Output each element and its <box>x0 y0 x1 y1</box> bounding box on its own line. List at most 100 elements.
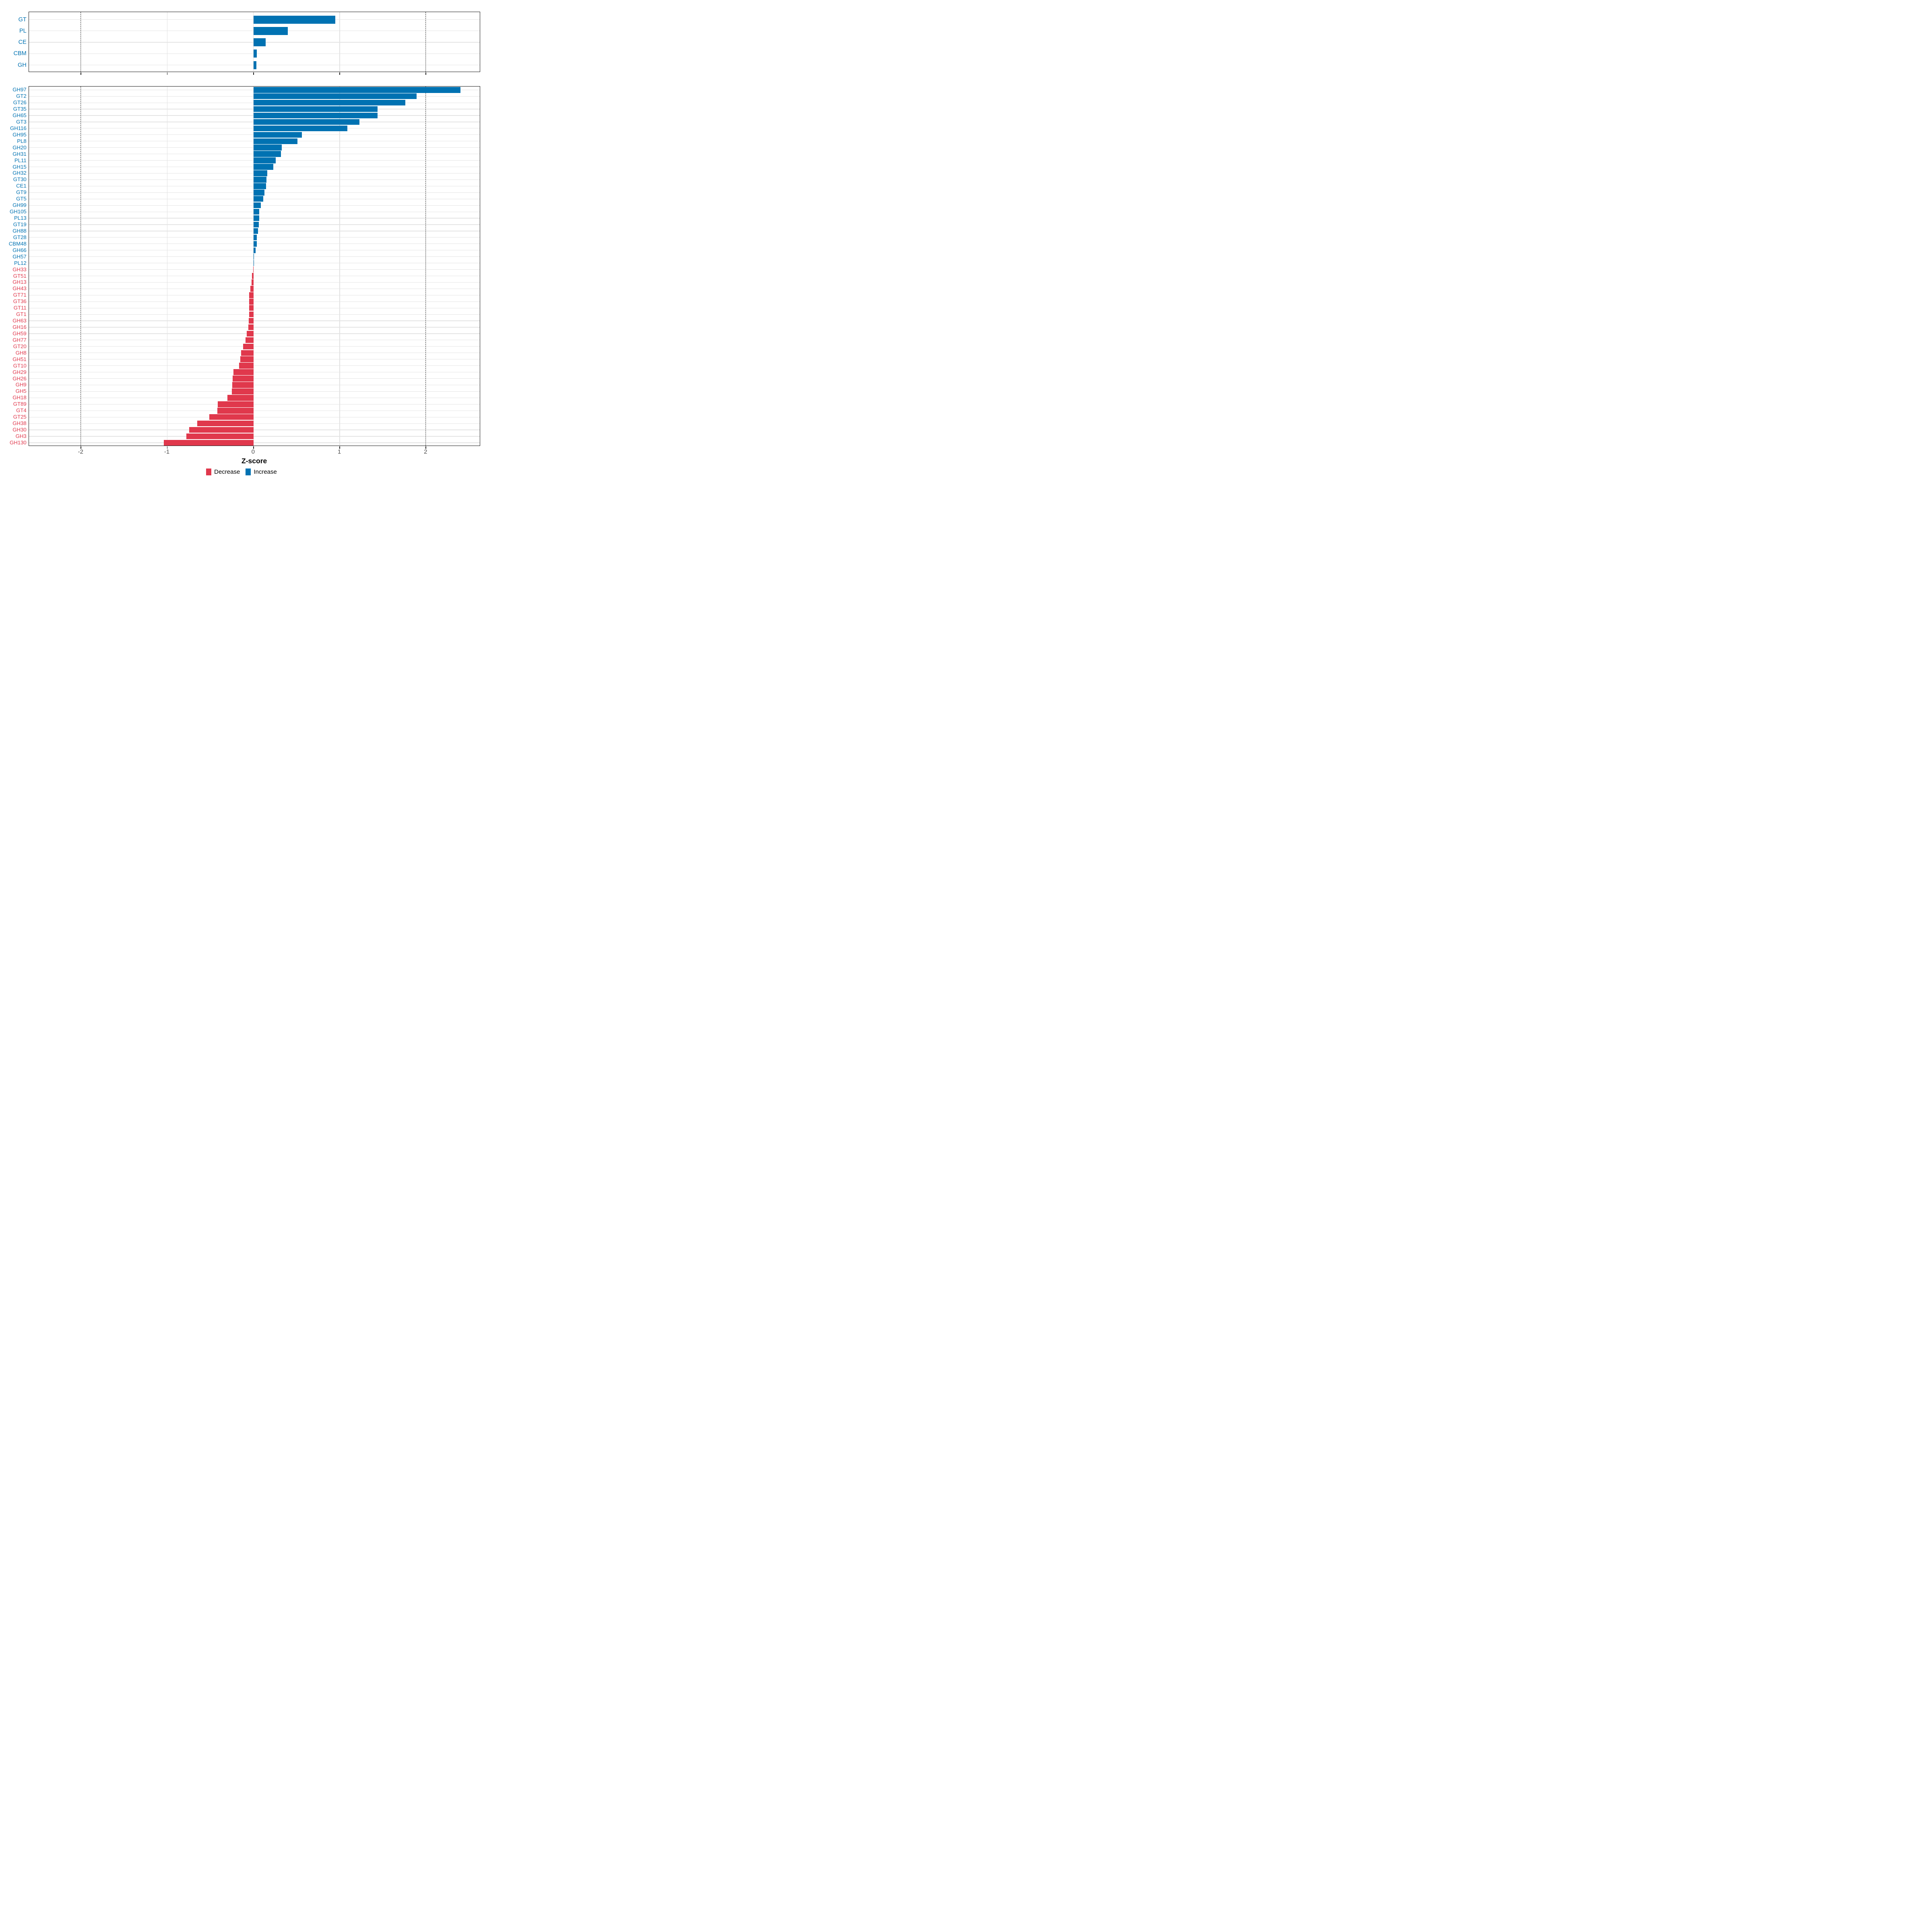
gridline <box>29 378 480 379</box>
category-label: PL <box>19 27 27 34</box>
bar <box>243 343 254 350</box>
bar <box>240 356 254 362</box>
axis-tick <box>425 446 427 449</box>
category-label: GH63 <box>12 318 27 324</box>
category-label: GH32 <box>12 170 27 176</box>
category-label: CBM <box>13 50 27 57</box>
bar <box>253 247 256 253</box>
axis-tick <box>80 446 82 449</box>
bar <box>217 408 254 414</box>
category-label: GH97 <box>12 87 27 93</box>
gridline <box>253 12 254 72</box>
category-label: GH3 <box>15 433 27 439</box>
category-label: GH9 <box>15 382 27 388</box>
bar <box>245 337 254 343</box>
category-label: GT10 <box>13 362 27 369</box>
gridline <box>29 429 480 430</box>
gridline <box>339 86 340 446</box>
category-label: GT35 <box>13 106 27 112</box>
category-label: GT36 <box>13 298 27 305</box>
bar <box>186 433 254 440</box>
bar <box>239 363 254 369</box>
x-tick-label: 0 <box>251 448 255 455</box>
bar <box>253 61 256 69</box>
bar <box>253 106 378 112</box>
bar <box>253 87 460 93</box>
category-label: GH20 <box>12 144 27 151</box>
bar <box>227 395 254 401</box>
bar <box>253 190 264 196</box>
gridline <box>29 269 480 270</box>
axis-tick <box>253 72 254 75</box>
category-label: GT30 <box>13 176 27 183</box>
gridline <box>29 301 480 302</box>
x-tick-label: -2 <box>78 448 83 455</box>
axis-tick <box>339 72 340 75</box>
category-label: GH18 <box>12 394 27 401</box>
gridline <box>253 86 254 446</box>
gridline <box>29 404 480 405</box>
bar <box>253 38 266 46</box>
category-label: GH16 <box>12 324 27 330</box>
category-label: PL8 <box>17 138 27 144</box>
bar <box>253 177 267 183</box>
bar <box>247 330 254 337</box>
category-label: GH43 <box>12 285 27 292</box>
bar <box>253 144 282 151</box>
bar <box>253 132 302 138</box>
category-label: GT1 <box>16 311 27 318</box>
category-label: GH65 <box>12 112 27 118</box>
legend: Decrease Increase <box>0 469 483 475</box>
category-label: GH13 <box>12 279 27 285</box>
gridline <box>29 442 480 443</box>
legend-label: Decrease <box>214 469 240 475</box>
axis-tick <box>167 446 168 449</box>
bar <box>249 292 254 298</box>
bar <box>197 420 254 427</box>
gridline <box>29 346 480 347</box>
bar <box>249 299 254 305</box>
bar <box>163 440 254 446</box>
bar <box>232 382 254 388</box>
category-label: GH130 <box>9 439 27 446</box>
gridline <box>29 423 480 424</box>
category-label: GT9 <box>16 189 27 196</box>
bar <box>252 273 254 279</box>
category-label: GT25 <box>13 414 27 420</box>
category-label: CBM48 <box>8 240 27 247</box>
bar <box>253 164 274 170</box>
axis-tick <box>167 72 168 75</box>
gridline <box>29 365 480 366</box>
dashed-reference-line <box>425 12 426 72</box>
bar <box>189 427 254 433</box>
category-label: GH5 <box>15 388 27 394</box>
category-label: CE1 <box>16 183 27 189</box>
legend-item: Decrease <box>206 469 240 475</box>
bar <box>253 215 259 221</box>
bar <box>253 196 264 202</box>
bar <box>253 170 268 176</box>
bar <box>217 401 254 407</box>
families-panel: GH97 GT2 GT26 GT35 GH65 GT3 GH116 GH95 PL8 GH20 GH… <box>9 86 480 449</box>
bar <box>233 369 254 375</box>
dashed-reference-line <box>80 12 81 72</box>
category-label: GT51 <box>13 272 27 279</box>
axis-tick <box>339 446 340 449</box>
category-label: GH <box>18 62 27 68</box>
category-label: GT3 <box>16 118 27 125</box>
bar <box>253 241 257 247</box>
category-label: GH26 <box>12 375 27 382</box>
bar <box>209 414 254 420</box>
category-label: GH77 <box>12 336 27 343</box>
axis-tick <box>80 72 82 75</box>
category-label: GH29 <box>12 369 27 375</box>
category-label: GT26 <box>13 99 27 106</box>
bar <box>253 183 266 189</box>
legend-swatch <box>246 469 251 475</box>
bar <box>253 151 281 157</box>
category-label: GH105 <box>9 208 27 215</box>
bar <box>253 15 336 24</box>
bar <box>241 350 254 356</box>
bar <box>253 202 261 208</box>
summary-panel: GT PL CE CBM GH <box>14 11 480 75</box>
